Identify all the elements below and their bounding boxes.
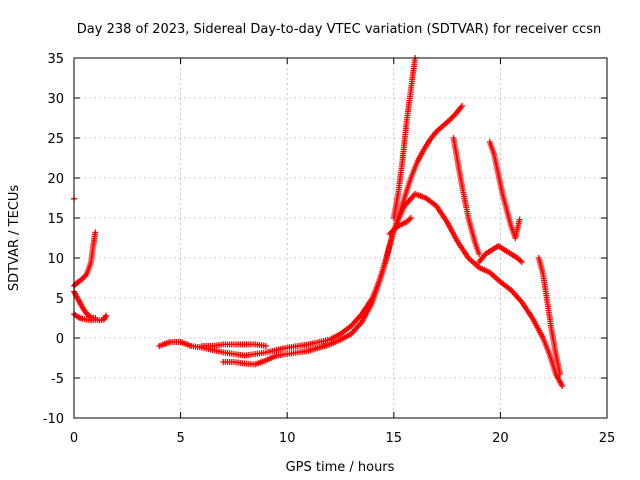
data-point (102, 313, 109, 320)
series-flat-segment (198, 341, 269, 349)
data-point (516, 216, 523, 223)
data-point (518, 259, 525, 265)
data-point (102, 312, 109, 319)
series-right-middle-trace (476, 243, 525, 265)
series-steep-spike-trace (390, 55, 419, 221)
series-lower-trace (220, 191, 566, 389)
y-tick-label: -5 (51, 372, 64, 387)
y-tick-label: 20 (47, 172, 64, 187)
x-axis-label: GPS time / hours (286, 460, 395, 475)
tick-labels: 0 5 10 15 20 25 -10 -5 0 5 10 15 20 25 30 35 (43, 52, 616, 446)
series-early-descending-trace (71, 288, 99, 321)
y-tick-label: -10 (43, 412, 64, 427)
data-point (407, 215, 414, 221)
data-point (92, 229, 99, 236)
y-tick-label: 30 (47, 92, 64, 107)
data-point (262, 343, 269, 349)
grid-lines (74, 58, 607, 418)
series-descending-from-peak (450, 135, 483, 257)
series-main-trace (156, 103, 466, 359)
data-point (92, 315, 99, 321)
data-point (557, 371, 564, 377)
y-tick-label: 25 (47, 132, 64, 147)
series-right-upper-trace (486, 139, 523, 241)
axis-ticks (73, 57, 608, 419)
x-tick-label: 0 (70, 431, 78, 446)
chart-title: Day 238 of 2023, Sidereal Day-to-day VTE… (77, 22, 601, 37)
y-tick-label: 35 (47, 52, 64, 67)
x-tick-label: 20 (492, 431, 509, 446)
plot-frame (73, 57, 608, 419)
data-point (459, 103, 466, 109)
series-late-drop-trace (535, 255, 564, 377)
y-tick-label: 5 (56, 292, 64, 307)
y-axis-label: SDTVAR / TECUs (7, 185, 22, 292)
series-mid-left-segment (386, 215, 414, 237)
data-point (476, 251, 483, 257)
x-tick-label: 10 (279, 431, 296, 446)
x-tick-label: 15 (386, 431, 403, 446)
data-points (71, 55, 566, 389)
y-tick-label: 15 (47, 212, 64, 227)
x-tick-label: 5 (176, 431, 184, 446)
x-tick-label: 25 (599, 431, 616, 446)
y-tick-label: 0 (56, 332, 64, 347)
series-early-high-trace (71, 229, 99, 289)
data-point (559, 383, 566, 389)
y-tick-label: 10 (47, 252, 64, 267)
